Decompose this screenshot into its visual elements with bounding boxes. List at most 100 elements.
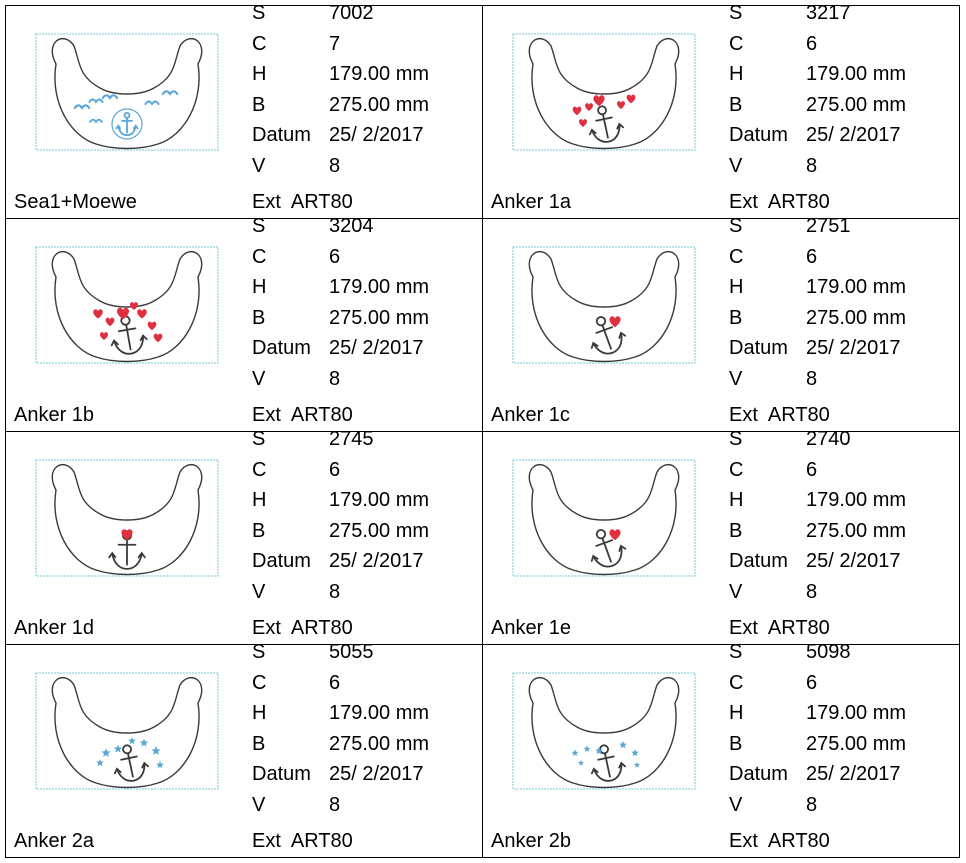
spec-label: Datum bbox=[729, 337, 788, 359]
spec-value: 8 bbox=[329, 155, 341, 177]
ext-value: ART80 bbox=[290, 404, 353, 426]
spec-label: B bbox=[729, 94, 743, 116]
bib-embroidery-icon bbox=[35, 672, 219, 790]
spec-label: Datum bbox=[252, 124, 311, 146]
spec-label: V bbox=[252, 155, 266, 177]
design-thumbnail bbox=[511, 458, 697, 586]
spec-label: C bbox=[729, 672, 744, 694]
ext-row: Ext ART80 bbox=[252, 403, 353, 427]
ext-label: Ext bbox=[729, 617, 758, 639]
spec-value: 8 bbox=[806, 581, 818, 603]
spec-label: B bbox=[252, 733, 266, 755]
design-name: Anker 2b bbox=[491, 830, 572, 852]
spec-label: Datum bbox=[252, 763, 311, 785]
spec-label: V bbox=[252, 794, 266, 816]
spec-value: 6 bbox=[806, 246, 818, 268]
spec-label: H bbox=[252, 489, 267, 511]
spec-value: 8 bbox=[329, 581, 341, 603]
design-cell: S 5055 C 6 H 179.00 mm B 275.00 mm Datum 25/ 2/20… bbox=[6, 645, 483, 858]
spec-label: S bbox=[729, 645, 743, 663]
spec-label: V bbox=[729, 581, 743, 603]
spec-label: V bbox=[252, 581, 266, 603]
spec-value: 275.00 mm bbox=[806, 520, 907, 542]
ext-label: Ext bbox=[252, 830, 281, 852]
spec-value: 7 bbox=[329, 33, 341, 55]
spec-value: 2745 bbox=[329, 432, 374, 450]
ext-value: ART80 bbox=[767, 617, 830, 639]
ext-label: Ext bbox=[252, 404, 281, 426]
spec-label: V bbox=[252, 368, 266, 390]
spec-value: 8 bbox=[806, 368, 818, 390]
spec-value: 25/ 2/2017 bbox=[329, 763, 424, 785]
spec-label: H bbox=[252, 276, 267, 298]
design-thumbnail bbox=[511, 32, 697, 160]
design-thumbnail bbox=[34, 32, 220, 160]
spec-label: C bbox=[252, 246, 267, 268]
bib-embroidery-icon bbox=[512, 459, 696, 577]
spec-value: 25/ 2/2017 bbox=[329, 124, 424, 146]
spec-value: 275.00 mm bbox=[806, 307, 907, 329]
ext-row: Ext ART80 bbox=[729, 829, 830, 853]
design-thumbnail bbox=[34, 671, 220, 799]
ext-label: Ext bbox=[729, 830, 758, 852]
ext-row: Ext ART80 bbox=[252, 829, 353, 853]
spec-value: 6 bbox=[806, 459, 818, 481]
spec-value: 6 bbox=[806, 672, 818, 694]
spec-label: H bbox=[729, 489, 744, 511]
spec-label: Datum bbox=[252, 550, 311, 572]
spec-label: V bbox=[729, 794, 743, 816]
bib-embroidery-icon bbox=[35, 33, 219, 151]
design-thumbnail bbox=[511, 671, 697, 799]
design-name: Anker 1a bbox=[491, 191, 572, 213]
spec-value: 179.00 mm bbox=[806, 702, 907, 724]
design-name: Sea1+Moewe bbox=[14, 191, 137, 213]
design-cell: S 7002 C 7 H 179.00 mm B 275.00 mm Datum 25/ 2/20… bbox=[6, 6, 483, 219]
spec-label: H bbox=[252, 702, 267, 724]
spec-value: 8 bbox=[329, 794, 341, 816]
spec-value: 179.00 mm bbox=[329, 63, 430, 85]
spec-label: V bbox=[729, 155, 743, 177]
ext-value: ART80 bbox=[290, 617, 353, 639]
ext-value: ART80 bbox=[290, 191, 353, 213]
design-name: Anker 1e bbox=[491, 617, 572, 639]
spec-label: S bbox=[252, 219, 266, 237]
ext-label: Ext bbox=[252, 617, 281, 639]
design-name: Anker 2a bbox=[14, 830, 95, 852]
spec-value: 7002 bbox=[329, 6, 374, 24]
bib-embroidery-icon bbox=[512, 33, 696, 151]
design-cell: S 5098 C 6 H 179.00 mm B 275.00 mm Datum 25/ 2/20… bbox=[483, 645, 960, 858]
spec-label: H bbox=[252, 63, 267, 85]
spec-value: 275.00 mm bbox=[329, 733, 430, 755]
ext-row: Ext ART80 bbox=[252, 616, 353, 640]
spec-value: 6 bbox=[329, 459, 341, 481]
spec-label: S bbox=[729, 6, 743, 24]
spec-label: C bbox=[252, 672, 267, 694]
spec-value: 6 bbox=[329, 246, 341, 268]
spec-value: 275.00 mm bbox=[329, 520, 430, 542]
ext-row: Ext ART80 bbox=[729, 190, 830, 214]
spec-value: 179.00 mm bbox=[329, 276, 430, 298]
spec-value: 275.00 mm bbox=[806, 733, 907, 755]
spec-value: 2740 bbox=[806, 432, 851, 450]
spec-value: 179.00 mm bbox=[806, 63, 907, 85]
ext-label: Ext bbox=[252, 191, 281, 213]
spec-value: 25/ 2/2017 bbox=[806, 337, 901, 359]
ext-value: ART80 bbox=[290, 830, 353, 852]
spec-value: 6 bbox=[806, 33, 818, 55]
spec-value: 25/ 2/2017 bbox=[329, 337, 424, 359]
spec-value: 275.00 mm bbox=[329, 94, 430, 116]
spec-value: 25/ 2/2017 bbox=[329, 550, 424, 572]
spec-label: S bbox=[729, 219, 743, 237]
design-cell: S 2740 C 6 H 179.00 mm B 275.00 mm Datum 25/ 2/20… bbox=[483, 432, 960, 645]
spec-label: C bbox=[729, 246, 744, 268]
spec-label: H bbox=[729, 276, 744, 298]
spec-label: H bbox=[729, 702, 744, 724]
spec-value: 275.00 mm bbox=[806, 94, 907, 116]
design-name: Anker 1c bbox=[491, 404, 570, 426]
spec-label: B bbox=[729, 307, 743, 329]
spec-value: 5055 bbox=[329, 645, 374, 663]
design-cell: S 2751 C 6 H 179.00 mm B 275.00 mm Datum 25/ 2/20… bbox=[483, 219, 960, 432]
spec-value: 25/ 2/2017 bbox=[806, 763, 901, 785]
spec-label: S bbox=[252, 645, 266, 663]
design-cell: S 2745 C 6 H 179.00 mm B 275.00 mm Datum 25/ 2/20… bbox=[6, 432, 483, 645]
